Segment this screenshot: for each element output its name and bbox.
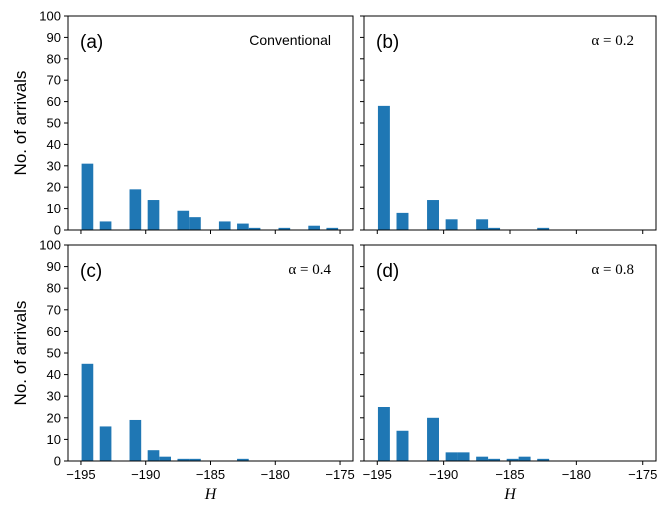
panel-annotation: Conventional — [249, 32, 331, 48]
x-tick-label: −195 — [363, 467, 392, 482]
panel-annotation: α = 0.4 — [288, 262, 331, 278]
x-axis-label: H — [503, 486, 517, 503]
y-tick-label: 20 — [47, 410, 61, 425]
bar — [396, 212, 409, 230]
y-tick-label: 50 — [47, 116, 61, 131]
bar — [189, 458, 201, 461]
bar — [177, 210, 190, 230]
y-tick-label: 0 — [54, 223, 61, 238]
x-tick-label: −195 — [66, 467, 95, 482]
bar — [177, 458, 190, 461]
bar — [396, 430, 409, 461]
y-tick-label: 0 — [54, 454, 61, 469]
bar — [189, 217, 201, 230]
bar — [218, 221, 231, 230]
y-tick-label: 80 — [47, 281, 61, 296]
x-tick-label: −175 — [628, 467, 657, 482]
bar — [377, 407, 390, 461]
panel-annotation: α = 0.2 — [591, 33, 634, 49]
x-tick-label: −175 — [325, 467, 354, 482]
bar — [457, 452, 470, 461]
x-tick-label: −185 — [495, 467, 524, 482]
bar — [427, 417, 439, 461]
bar — [445, 219, 458, 230]
y-tick-label: 70 — [47, 302, 61, 317]
panel-3: −195 −190 −185 −180 −175 (d) α = 0.8 H — [360, 244, 657, 503]
y-axis-label: No. of arrivals — [11, 301, 30, 406]
bar — [147, 450, 160, 461]
bar — [278, 227, 291, 230]
bar — [326, 227, 339, 230]
bar — [248, 227, 261, 230]
bar — [308, 225, 320, 230]
y-tick-label: 30 — [47, 158, 61, 173]
x-axis-label: H — [204, 486, 218, 503]
y-tick-label: 70 — [47, 73, 61, 88]
bar — [237, 458, 249, 461]
y-tick-label: 10 — [47, 432, 61, 447]
panel-label: (a) — [80, 32, 103, 53]
x-tick-label: −180 — [562, 467, 591, 482]
y-tick-label: 90 — [47, 259, 61, 274]
panel-label: (d) — [376, 261, 399, 282]
bar — [476, 456, 489, 461]
bar — [99, 221, 112, 230]
panel-label: (b) — [376, 32, 399, 53]
y-tick-label: 80 — [47, 51, 61, 66]
bar — [81, 163, 94, 230]
y-tick-label: 40 — [47, 367, 61, 382]
bar — [147, 200, 160, 230]
panel-1: (b) α = 0.2 — [360, 15, 657, 234]
bar — [488, 227, 501, 230]
bar — [488, 458, 501, 461]
bar — [427, 200, 439, 230]
axes-frame — [67, 15, 354, 231]
y-tick-label: 60 — [47, 94, 61, 109]
y-tick-label: 10 — [47, 201, 61, 216]
x-tick-label: −185 — [196, 467, 225, 482]
bar — [537, 227, 550, 230]
panel-2: 0 10 20 30 40 50 60 70 80 90 100 −195 −190 −185 −180 −1… — [11, 238, 355, 504]
bar — [537, 458, 550, 461]
bar — [81, 363, 94, 461]
x-tick-label: −180 — [261, 467, 290, 482]
y-tick-label: 100 — [39, 9, 61, 24]
y-tick-label: 100 — [39, 238, 61, 253]
bar — [445, 452, 458, 461]
bar — [129, 189, 142, 230]
bar — [237, 223, 249, 230]
y-tick-label: 90 — [47, 30, 61, 45]
y-tick-label: 40 — [47, 137, 61, 152]
bar — [518, 456, 531, 461]
bar — [506, 458, 519, 461]
bar — [99, 426, 112, 461]
bar — [129, 419, 142, 461]
x-tick-label: −190 — [131, 467, 160, 482]
y-tick-label: 60 — [47, 324, 61, 339]
y-tick-label: 20 — [47, 180, 61, 195]
panel-0: 0 10 20 30 40 50 60 70 80 90 100 (a) Conventional No.… — [11, 9, 354, 238]
bar — [377, 105, 390, 230]
bar — [159, 456, 171, 461]
bar — [476, 219, 489, 230]
panel-label: (c) — [80, 261, 102, 282]
y-axis-label: No. of arrivals — [11, 71, 30, 176]
x-tick-label: −190 — [429, 467, 458, 482]
panel-annotation: α = 0.8 — [591, 262, 634, 278]
y-tick-label: 30 — [47, 389, 61, 404]
y-tick-label: 50 — [47, 346, 61, 361]
